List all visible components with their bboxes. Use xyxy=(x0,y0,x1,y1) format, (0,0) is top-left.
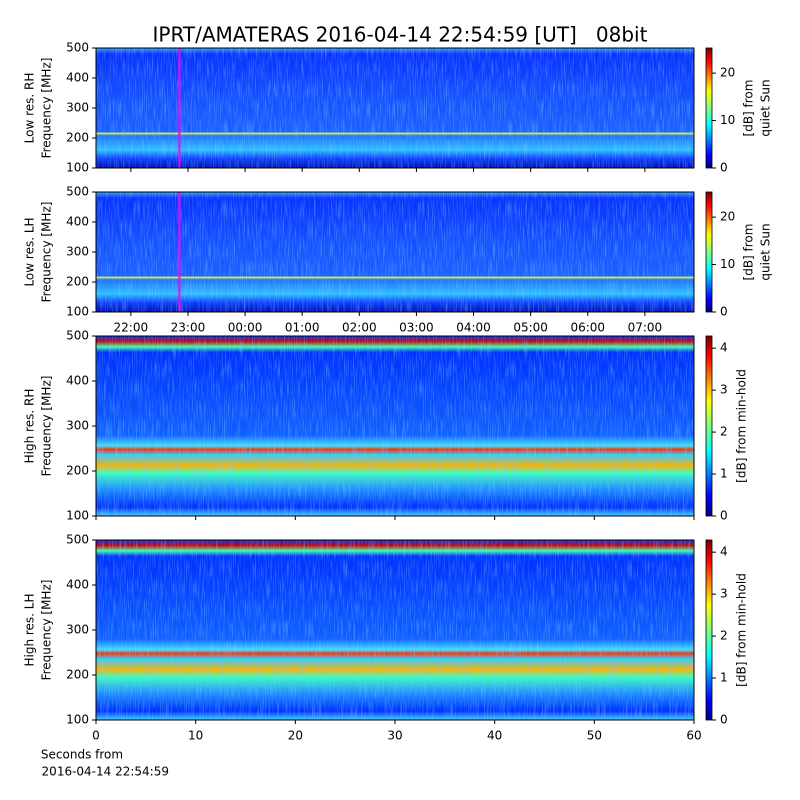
colorbar-tick-label: 4 xyxy=(720,545,728,559)
y-tick-label: 500 xyxy=(66,41,89,55)
y-tick-label: 500 xyxy=(66,533,89,547)
x-axis-label: 2016-04-14 22:54:59 xyxy=(42,765,169,779)
colorbar-tick-label: 0 xyxy=(720,713,728,727)
x-tick-label: 40 xyxy=(487,729,502,743)
x-tick-label: 03:00 xyxy=(399,321,434,335)
colorbar-tick-label: 1 xyxy=(720,671,728,685)
x-tick-label: 00:00 xyxy=(228,321,263,335)
y-tick-label: 200 xyxy=(66,131,89,145)
y-tick-label: 200 xyxy=(66,275,89,289)
y-tick-label: 500 xyxy=(66,329,89,343)
colorbar-tick-label: 10 xyxy=(720,257,735,271)
x-tick-label: 02:00 xyxy=(342,321,377,335)
colorbar xyxy=(705,335,713,517)
colorbar-tick-label: 0 xyxy=(720,305,728,319)
y-axis-label: Low res. LH xyxy=(23,217,37,286)
spectrogram-texture xyxy=(96,540,694,720)
y-tick-label: 200 xyxy=(66,464,89,478)
x-tick-label: 05:00 xyxy=(513,321,548,335)
figure-title: IPRT/AMATERAS 2016-04-14 22:54:59 [UT] 0… xyxy=(153,23,648,47)
y-axis-label: Frequency [MHz] xyxy=(40,580,54,681)
y-tick-label: 100 xyxy=(66,509,89,523)
spectrogram-texture xyxy=(96,336,694,516)
colorbar xyxy=(705,539,713,721)
x-tick-label: 23:00 xyxy=(171,321,206,335)
colorbar-tick-label: 0 xyxy=(720,161,728,175)
colorbar-tick-label: 20 xyxy=(720,66,735,80)
x-tick-label: 60 xyxy=(686,729,701,743)
y-tick-label: 400 xyxy=(66,71,89,85)
x-tick-label: 50 xyxy=(587,729,602,743)
colorbar-label: [dB] from min-hold xyxy=(735,573,749,687)
colorbar-label: [dB] from xyxy=(742,224,756,281)
x-tick-label: 06:00 xyxy=(570,321,605,335)
x-axis-label: Seconds from xyxy=(41,748,123,762)
colorbar-label: [dB] from min-hold xyxy=(735,369,749,483)
x-tick-label: 04:00 xyxy=(456,321,491,335)
y-tick-label: 300 xyxy=(66,101,89,115)
y-tick-label: 100 xyxy=(66,161,89,175)
y-tick-label: 200 xyxy=(66,668,89,682)
x-tick-label: 30 xyxy=(387,729,402,743)
y-axis-label: High res. RH xyxy=(23,389,37,464)
colorbar-tick-label: 2 xyxy=(720,425,728,439)
colorbar-label: quiet Sun xyxy=(759,223,773,280)
y-tick-label: 500 xyxy=(66,185,89,199)
y-axis-label: Low res. RH xyxy=(23,73,37,144)
x-tick-label: 07:00 xyxy=(628,321,663,335)
colorbar xyxy=(705,191,713,313)
colorbar xyxy=(705,47,713,169)
x-tick-label: 20 xyxy=(288,729,303,743)
y-tick-label: 400 xyxy=(66,215,89,229)
colorbar-tick-label: 2 xyxy=(720,629,728,643)
y-tick-label: 400 xyxy=(66,578,89,592)
y-tick-label: 100 xyxy=(66,305,89,319)
colorbar-label: [dB] from xyxy=(742,80,756,137)
x-tick-label: 01:00 xyxy=(285,321,320,335)
colorbar-label: quiet Sun xyxy=(759,79,773,136)
colorbar-tick-label: 1 xyxy=(720,467,728,481)
spectrogram-texture xyxy=(96,48,694,168)
colorbar-tick-label: 3 xyxy=(720,587,728,601)
y-axis-label: Frequency [MHz] xyxy=(40,202,54,303)
spectrogram-texture xyxy=(96,192,694,312)
y-tick-label: 300 xyxy=(66,245,89,259)
colorbar-tick-label: 10 xyxy=(720,113,735,127)
y-axis-label: High res. LH xyxy=(23,593,37,666)
colorbar-tick-label: 4 xyxy=(720,341,728,355)
x-tick-label: 10 xyxy=(188,729,203,743)
colorbar-tick-label: 0 xyxy=(720,509,728,523)
x-tick-label: 0 xyxy=(92,729,100,743)
y-tick-label: 300 xyxy=(66,623,89,637)
y-tick-label: 100 xyxy=(66,713,89,727)
x-tick-label: 22:00 xyxy=(114,321,149,335)
y-axis-label: Frequency [MHz] xyxy=(40,58,54,159)
y-tick-label: 300 xyxy=(66,419,89,433)
colorbar-tick-label: 3 xyxy=(720,383,728,397)
y-tick-label: 400 xyxy=(66,374,89,388)
colorbar-tick-label: 20 xyxy=(720,210,735,224)
y-axis-label: Frequency [MHz] xyxy=(40,376,54,477)
